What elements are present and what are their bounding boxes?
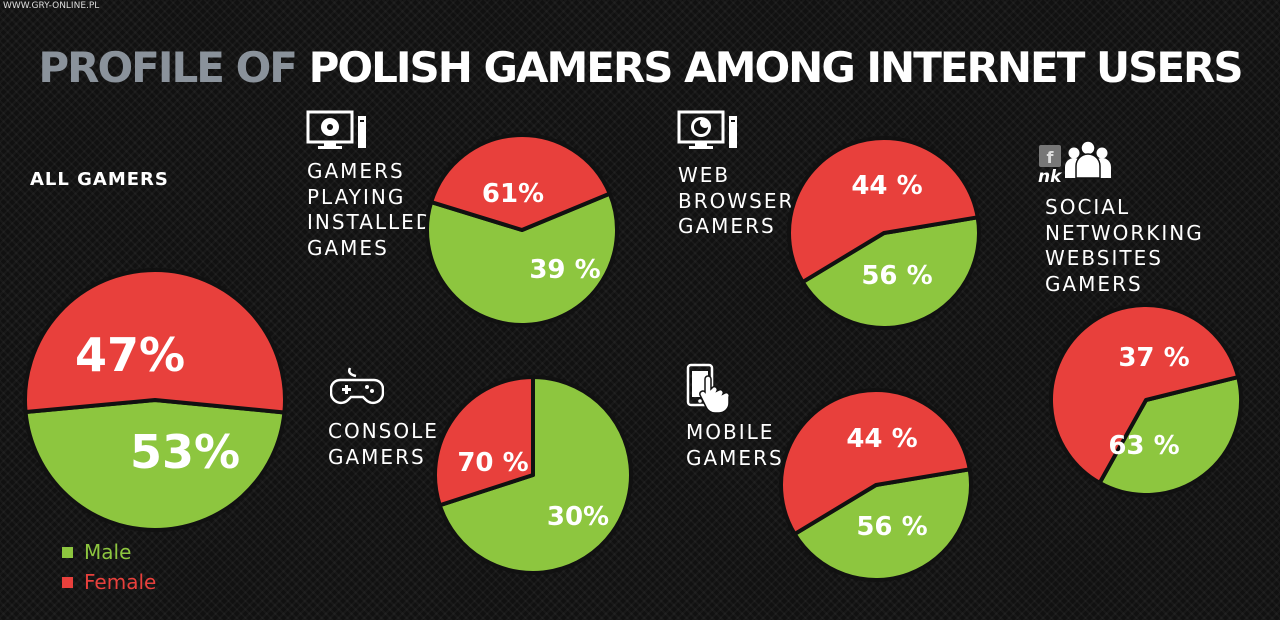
pie-value-label-console-male: 70 % bbox=[457, 448, 528, 478]
console-label-line: CONSOLE bbox=[328, 419, 439, 443]
facebook-icon: f bbox=[1039, 145, 1061, 167]
legend-label-male: Male bbox=[84, 540, 132, 564]
social-label-line: NETWORKING bbox=[1045, 220, 1204, 245]
installed-label-line: GAMES bbox=[307, 235, 389, 260]
social-gamers-label: SOCIAL NETWORKING WEBSITES GAMERS bbox=[1045, 195, 1204, 297]
pie-value-label-mobile-male: 44 % bbox=[846, 424, 917, 454]
pie-slice-mobile-male bbox=[792, 467, 973, 582]
pie-slice-all-male bbox=[23, 398, 287, 532]
pie-slice-browser-female bbox=[787, 136, 980, 285]
web-browser-icon bbox=[677, 110, 737, 149]
pie-value-label-all-male: 47% bbox=[75, 328, 185, 382]
pie-slice-all-female bbox=[23, 268, 287, 415]
pie-slice-social-female bbox=[1049, 303, 1241, 485]
mobile-label-line: MOBILE bbox=[686, 420, 775, 444]
social-label-line: SOCIAL bbox=[1045, 195, 1131, 219]
pie-slice-mobile-female bbox=[779, 388, 972, 537]
nk-icon-text: nk bbox=[1038, 167, 1063, 186]
all-gamers-label: ALL GAMERS bbox=[30, 169, 169, 190]
legend-swatch-male bbox=[62, 546, 73, 558]
pie-social: 37 % 63 % bbox=[1049, 303, 1244, 497]
console-label-line: GAMERS bbox=[328, 444, 426, 469]
people-icon bbox=[1065, 140, 1111, 179]
nk-icon: nk bbox=[1038, 167, 1063, 186]
title-part-profile-of: PROFILE OF bbox=[38, 43, 298, 92]
pie-value-label-installed-female: 39 % bbox=[529, 255, 600, 285]
legend-item-female: Female bbox=[62, 570, 156, 594]
pie-value-label-installed-male: 61% bbox=[482, 179, 544, 209]
pie-slice-console-male bbox=[437, 375, 633, 575]
mobile-label-line: GAMERS bbox=[686, 445, 784, 470]
social-label-line: WEBSITES bbox=[1045, 246, 1163, 270]
gamepad-icon bbox=[330, 367, 384, 405]
mobile-gamers-label: MOBILE GAMERS bbox=[686, 420, 784, 471]
pie-mobile: 44 % 56 % bbox=[779, 388, 973, 582]
pie-slice-social-male bbox=[1097, 375, 1244, 497]
browser-label-line: GAMERS bbox=[678, 214, 776, 238]
pie-slice-browser-male bbox=[800, 215, 981, 330]
pc-disc-icon bbox=[306, 110, 366, 149]
pie-slice-installed-male bbox=[425, 191, 619, 327]
pie-slice-installed-female bbox=[429, 133, 612, 232]
pie-value-label-browser-female: 56 % bbox=[861, 261, 932, 291]
pie-value-label-social-female: 63 % bbox=[1108, 431, 1179, 461]
pie-value-label-mobile-female: 56 % bbox=[856, 512, 927, 542]
installed-games-label: GAMERS PLAYING INSTALLED GAMES bbox=[307, 159, 433, 261]
pie-value-label-console-female: 30% bbox=[547, 502, 609, 532]
pie-console: 70 % 30% bbox=[433, 375, 633, 575]
pie-slice-console-female bbox=[433, 375, 535, 508]
title-part-rest: POLISH GAMERS AMONG INTERNET USERS bbox=[295, 43, 1244, 92]
pie-value-label-social-male: 37 % bbox=[1118, 343, 1189, 373]
pie-value-label-all-female: 53% bbox=[130, 425, 240, 479]
tap-phone-icon bbox=[686, 363, 731, 413]
installed-label-line: GAMERS bbox=[307, 159, 405, 183]
pie-all: 47% 53% bbox=[23, 268, 287, 532]
social-label-line: GAMERS bbox=[1045, 271, 1143, 296]
installed-label-line: INSTALLED bbox=[307, 210, 434, 234]
page-title: PROFILE OF POLISH GAMERS AMONG INTERNET … bbox=[0, 42, 1280, 94]
browser-gamers-label: WEB BROWSER GAMERS bbox=[678, 163, 794, 240]
legend-swatch-female bbox=[62, 576, 73, 588]
pie-browser: 44 % 56 % bbox=[787, 136, 981, 330]
pie-value-label-browser-male: 44 % bbox=[851, 171, 922, 201]
legend-item-male: Male bbox=[62, 540, 131, 564]
facebook-icon-letter: f bbox=[1047, 148, 1055, 167]
browser-label-line: WEB bbox=[678, 163, 731, 187]
browser-label-line: BROWSER bbox=[678, 188, 795, 213]
legend-label-female: Female bbox=[84, 570, 157, 594]
installed-label-line: PLAYING bbox=[307, 184, 406, 209]
pie-installed: 61% 39 % bbox=[425, 133, 619, 327]
console-gamers-label: CONSOLE GAMERS bbox=[328, 419, 439, 470]
watermark: WWW.GRY-ONLINE.PL bbox=[3, 1, 100, 11]
